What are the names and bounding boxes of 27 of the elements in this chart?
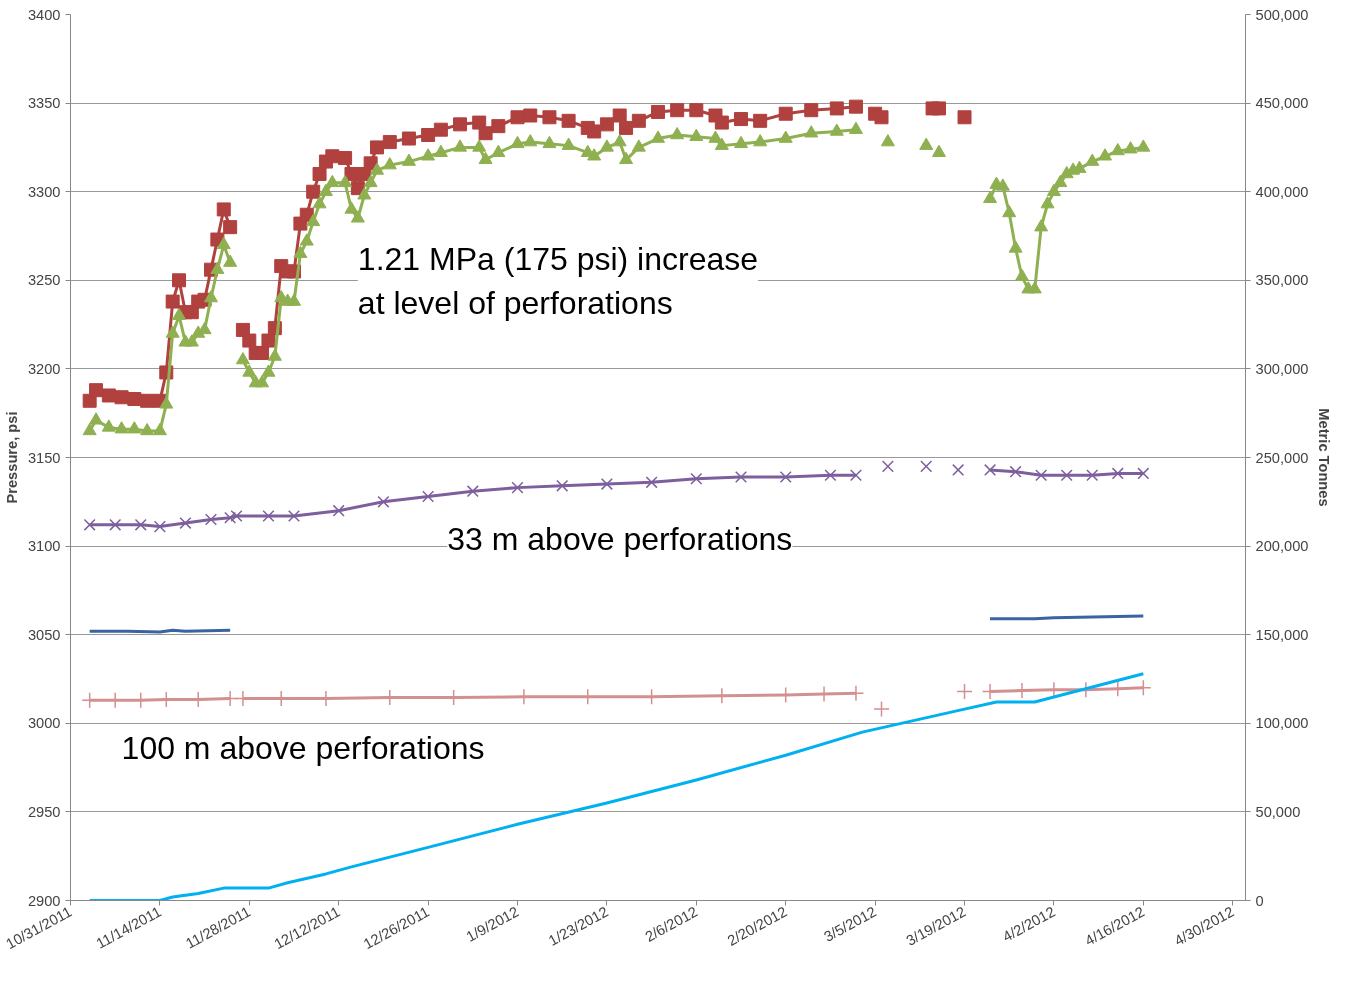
y-tick-label: 2900 — [27, 892, 61, 909]
y2-tick-label: 200,000 — [1255, 538, 1309, 555]
y-tick-label: 3300 — [27, 183, 61, 200]
y-tick-label: 3100 — [27, 538, 61, 555]
y2-tick-label: 0 — [1255, 892, 1264, 909]
y2-tick-label: 400,000 — [1255, 183, 1309, 200]
y2-tick-label: 250,000 — [1255, 449, 1309, 466]
y-tick-label: 3200 — [27, 360, 61, 377]
y-tick-label: 2950 — [27, 803, 61, 820]
y-tick-label: 3050 — [27, 626, 61, 643]
y-tick-label: 3400 — [27, 6, 61, 23]
y-tick-label: 3250 — [27, 272, 61, 289]
y2-tick-label: 150,000 — [1255, 626, 1309, 643]
y2-axis-title: Metric Tonnes — [1316, 408, 1333, 507]
y2-tick-label: 450,000 — [1255, 95, 1309, 112]
annotation: 1.21 MPa (175 psi) increase at level of perforations — [357, 241, 759, 321]
annotation: 100 m above perforations — [121, 730, 485, 767]
annotation: 33 m above perforations — [447, 521, 793, 558]
y-tick-label: 3150 — [27, 449, 61, 466]
y-tick-label: 3000 — [27, 715, 61, 732]
y2-tick-label: 500,000 — [1255, 6, 1309, 23]
y2-tick-label: 300,000 — [1255, 360, 1309, 377]
y2-tick-label: 50,000 — [1255, 803, 1301, 820]
y2-tick-label: 100,000 — [1255, 715, 1309, 732]
y2-tick-label: 350,000 — [1255, 272, 1309, 289]
y-axis-title: Pressure, psi — [3, 411, 20, 504]
y-tick-label: 3350 — [27, 95, 61, 112]
